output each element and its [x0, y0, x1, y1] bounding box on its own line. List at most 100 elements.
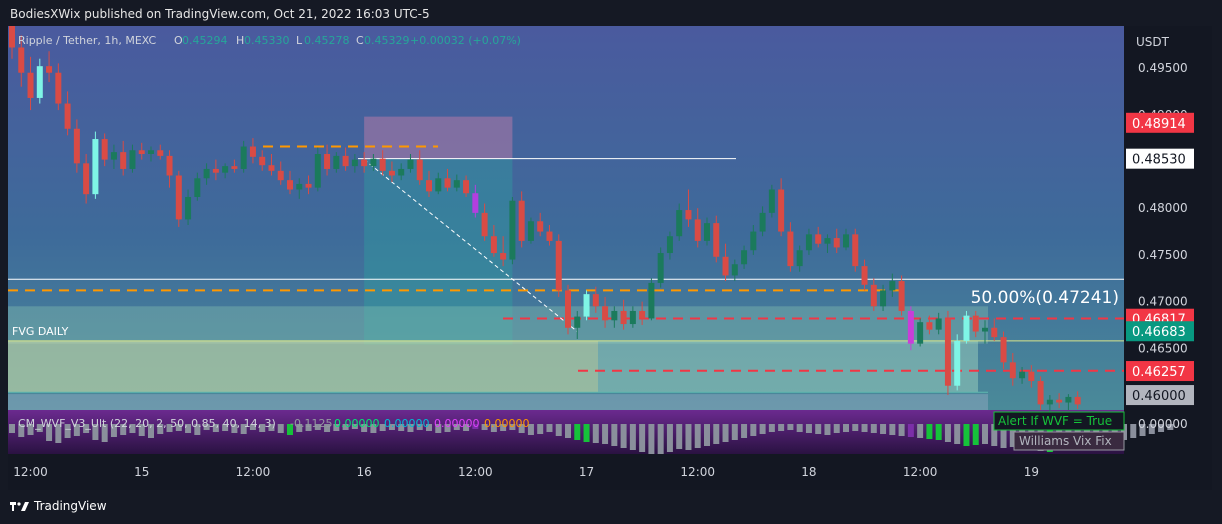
candle — [1074, 391, 1081, 410]
wvf-bar — [583, 424, 590, 442]
wvf-bar — [611, 424, 618, 446]
candle-body — [741, 250, 748, 265]
candle — [324, 144, 331, 176]
candle — [453, 174, 460, 192]
candle — [194, 172, 201, 201]
wvf-bar — [361, 424, 368, 432]
legend-high: 0.45330 — [244, 34, 290, 47]
candle-body — [778, 189, 785, 232]
candle-body — [870, 284, 877, 307]
wvf-bar — [870, 424, 877, 433]
candle — [880, 284, 887, 311]
wvf-bar — [731, 424, 738, 440]
candle — [722, 243, 729, 282]
candle — [463, 175, 470, 197]
wvf-bar — [843, 424, 849, 432]
wvf-bar — [880, 424, 887, 434]
wvf-bar — [148, 424, 154, 438]
candle-body — [620, 310, 627, 325]
candle-body — [27, 72, 34, 98]
wvf-bar — [157, 424, 164, 434]
chart-frame: FVG DAILY 50.00%(0.47241) CM_WVF_V3_Ult (2… — [8, 26, 1212, 490]
candle-body — [240, 146, 247, 169]
candle — [407, 154, 414, 173]
candle-body — [759, 212, 766, 232]
wvf-bar — [768, 424, 775, 432]
candle-body — [101, 139, 108, 160]
candle-body — [185, 196, 192, 220]
indicator-value: 0.00000 — [334, 417, 380, 430]
candle — [398, 163, 405, 181]
x-tick-label: 15 — [134, 465, 149, 479]
candle — [676, 203, 683, 241]
candle-body — [917, 322, 924, 344]
candle-body — [592, 294, 599, 307]
wvf-bar — [509, 424, 516, 430]
candle — [305, 175, 312, 195]
wvf-bar — [194, 424, 201, 435]
wvf-bar — [944, 424, 951, 442]
candle — [490, 225, 497, 257]
candle — [64, 91, 71, 136]
indicator-value: 0.00000 — [384, 417, 430, 430]
candle — [778, 178, 785, 237]
candle — [148, 146, 154, 162]
tradingview-logo-icon[interactable]: TradingView — [10, 499, 107, 513]
wvf-bar — [898, 424, 905, 436]
wvf-bar — [481, 424, 488, 430]
wvf-bar — [268, 424, 275, 431]
candle-body — [824, 238, 831, 244]
candle — [602, 296, 609, 328]
candle-body — [768, 189, 775, 213]
wvf-bar — [324, 424, 331, 432]
wvf-bar — [676, 424, 683, 449]
wvf-bar — [490, 424, 497, 432]
candle-body — [166, 155, 173, 176]
y-tick-label: 0.48000 — [1138, 201, 1188, 215]
candle — [917, 318, 924, 347]
candle-body — [379, 158, 386, 171]
candle — [685, 189, 692, 227]
candle — [444, 168, 451, 192]
legend-open-label: O — [174, 34, 183, 47]
candle — [852, 228, 859, 272]
wvf-bar — [565, 424, 571, 438]
candle — [175, 170, 182, 227]
x-tick-label: 16 — [356, 465, 371, 479]
wvf-bar — [296, 424, 303, 432]
x-tick-label: 12:00 — [680, 465, 715, 479]
wvf-bar — [602, 424, 609, 444]
candle — [805, 228, 812, 255]
candle — [861, 259, 868, 291]
candle — [870, 278, 877, 311]
candle — [426, 170, 432, 197]
price-chart[interactable]: FVG DAILY 50.00%(0.47241) CM_WVF_V3_Ult (2… — [8, 26, 1212, 490]
candle — [277, 161, 284, 185]
candle — [212, 159, 219, 181]
candle — [1065, 394, 1072, 410]
candle-body — [880, 290, 887, 307]
candle-body — [555, 240, 562, 291]
lower-zone — [8, 394, 988, 410]
candle-body — [972, 315, 979, 332]
candle — [314, 147, 321, 192]
candle — [361, 152, 368, 173]
candle — [101, 133, 108, 167]
wvf-bar — [222, 424, 229, 431]
candle — [129, 144, 136, 173]
candle — [704, 217, 710, 246]
wvf-bar — [9, 424, 15, 433]
y-tick-label: 0.49500 — [1138, 61, 1188, 75]
wvf-bar — [722, 424, 729, 442]
candle-body — [509, 200, 516, 260]
x-tick-label: 12:00 — [458, 465, 493, 479]
candle-body — [796, 250, 803, 267]
candle — [110, 144, 117, 169]
candle — [592, 286, 599, 313]
candle — [759, 206, 766, 237]
candle — [416, 150, 423, 185]
candle-body — [110, 152, 117, 160]
candle-body — [398, 168, 405, 176]
candle — [296, 178, 303, 199]
wvf-bar — [1009, 424, 1016, 447]
